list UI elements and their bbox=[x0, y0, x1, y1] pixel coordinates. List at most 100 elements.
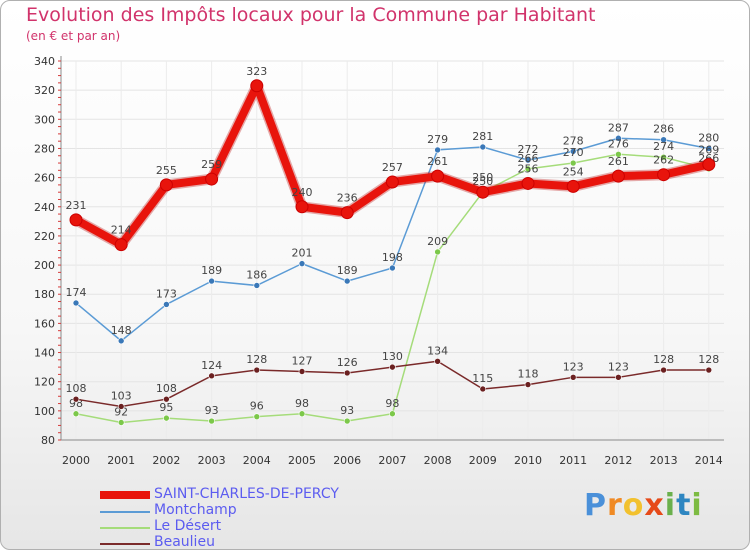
data-label: 256 bbox=[518, 162, 539, 175]
data-label: 201 bbox=[292, 247, 313, 260]
y-tick-label: 300 bbox=[34, 113, 55, 126]
data-label: 174 bbox=[66, 286, 87, 299]
data-point bbox=[159, 178, 173, 192]
y-tick-label: 180 bbox=[34, 288, 55, 301]
data-label: 95 bbox=[159, 401, 173, 414]
series-montchamp: 174 148 173 189 186 201 189 198 279 281 272 278 287 2… bbox=[66, 121, 719, 345]
data-label: 198 bbox=[382, 251, 403, 264]
data-label: 262 bbox=[653, 154, 674, 167]
data-point bbox=[615, 374, 622, 381]
y-tick-label: 80 bbox=[41, 434, 55, 447]
data-point bbox=[253, 413, 261, 420]
legend-swatch-saint-charles bbox=[100, 491, 150, 499]
data-label: 123 bbox=[563, 360, 584, 373]
data-label: 231 bbox=[66, 199, 87, 212]
x-tick-label: 2002 bbox=[152, 454, 180, 467]
x-tick-label: 2004 bbox=[243, 454, 271, 467]
logo-letter: i bbox=[691, 488, 703, 523]
data-label: 274 bbox=[653, 140, 674, 153]
data-point bbox=[389, 410, 396, 418]
y-tick-label: 240 bbox=[34, 201, 55, 214]
data-label: 214 bbox=[111, 224, 132, 237]
data-label: 323 bbox=[246, 65, 267, 78]
data-label: 236 bbox=[337, 192, 358, 205]
data-point bbox=[660, 136, 667, 144]
data-label: 92 bbox=[114, 406, 128, 419]
data-point bbox=[208, 277, 215, 285]
series-saint-charles-de-percy: 231 214 255 259 323 240 236 257 261 250 256 254 261 2… bbox=[66, 65, 719, 252]
data-point bbox=[72, 410, 80, 418]
y-tick-label: 340 bbox=[34, 55, 55, 68]
x-tick-label: 2006 bbox=[333, 454, 361, 467]
data-point bbox=[479, 385, 487, 393]
data-point bbox=[114, 238, 128, 252]
data-point bbox=[479, 143, 487, 151]
data-label: 93 bbox=[340, 404, 354, 417]
chart-title: Evolution des Impôts locaux pour la Comm… bbox=[26, 4, 596, 26]
data-label: 126 bbox=[337, 356, 358, 369]
data-point bbox=[615, 134, 622, 142]
data-point bbox=[611, 169, 625, 183]
data-label: 250 bbox=[472, 171, 493, 184]
logo-letter: r bbox=[607, 488, 623, 523]
data-point bbox=[524, 165, 532, 173]
data-label: 261 bbox=[608, 155, 629, 168]
data-point bbox=[660, 366, 667, 374]
legend-swatch-montchamp bbox=[100, 511, 150, 513]
data-point bbox=[117, 403, 125, 410]
data-label: 108 bbox=[156, 382, 177, 395]
data-point bbox=[615, 150, 622, 158]
data-label: 269 bbox=[698, 143, 719, 156]
x-tick-label: 2014 bbox=[695, 454, 723, 467]
data-label: 189 bbox=[337, 264, 358, 277]
data-point bbox=[298, 368, 306, 375]
data-label: 98 bbox=[295, 397, 309, 410]
data-point bbox=[524, 156, 532, 164]
data-point bbox=[298, 410, 306, 418]
data-label: 279 bbox=[427, 133, 448, 146]
data-point bbox=[343, 417, 351, 425]
data-point bbox=[705, 366, 713, 374]
logo-letter: P bbox=[584, 488, 607, 523]
data-label: 134 bbox=[427, 344, 448, 357]
data-label: 108 bbox=[66, 382, 87, 395]
logo-letter: o bbox=[622, 488, 645, 523]
data-point bbox=[72, 299, 80, 307]
x-tick-label: 2000 bbox=[62, 454, 90, 467]
data-point bbox=[660, 153, 667, 161]
data-label: 259 bbox=[201, 158, 222, 171]
data-label: 98 bbox=[385, 397, 399, 410]
data-label: 124 bbox=[201, 359, 222, 372]
data-point bbox=[569, 159, 577, 167]
data-label: 115 bbox=[472, 372, 493, 385]
x-tick-label: 2009 bbox=[469, 454, 497, 467]
data-label: 254 bbox=[563, 165, 584, 178]
data-point bbox=[566, 179, 580, 193]
chart-subtitle: (en € et par an) bbox=[26, 29, 121, 43]
legend-label-saint-charles: SAINT-CHARLES-DE-PERCY bbox=[154, 486, 339, 502]
data-label: 209 bbox=[427, 235, 448, 248]
data-label: 103 bbox=[111, 389, 132, 402]
legend-swatch-beaulieu bbox=[100, 543, 150, 545]
data-point bbox=[298, 260, 306, 267]
data-point bbox=[208, 417, 215, 425]
legend-label-le-desert: Le Désert bbox=[154, 518, 222, 534]
data-label: 186 bbox=[246, 268, 267, 281]
data-label: 276 bbox=[608, 137, 629, 150]
data-point bbox=[385, 175, 399, 189]
y-tick-label: 320 bbox=[34, 84, 55, 97]
data-label: 272 bbox=[518, 143, 539, 156]
data-point bbox=[117, 337, 125, 345]
data-point bbox=[208, 372, 215, 380]
x-tick-label: 2011 bbox=[559, 454, 587, 467]
data-point bbox=[250, 79, 264, 93]
y-tick-label: 100 bbox=[34, 405, 55, 418]
data-point bbox=[163, 395, 170, 403]
series-le-d-sert: 9892959396989398209250266270276274266 bbox=[69, 137, 719, 426]
data-label: 173 bbox=[156, 287, 177, 300]
data-label: 280 bbox=[698, 131, 719, 144]
series-beaulieu: 108 103 108 124 128 127 126 130 134 115 118 123 123 1… bbox=[66, 344, 719, 410]
data-label: 127 bbox=[292, 354, 313, 367]
